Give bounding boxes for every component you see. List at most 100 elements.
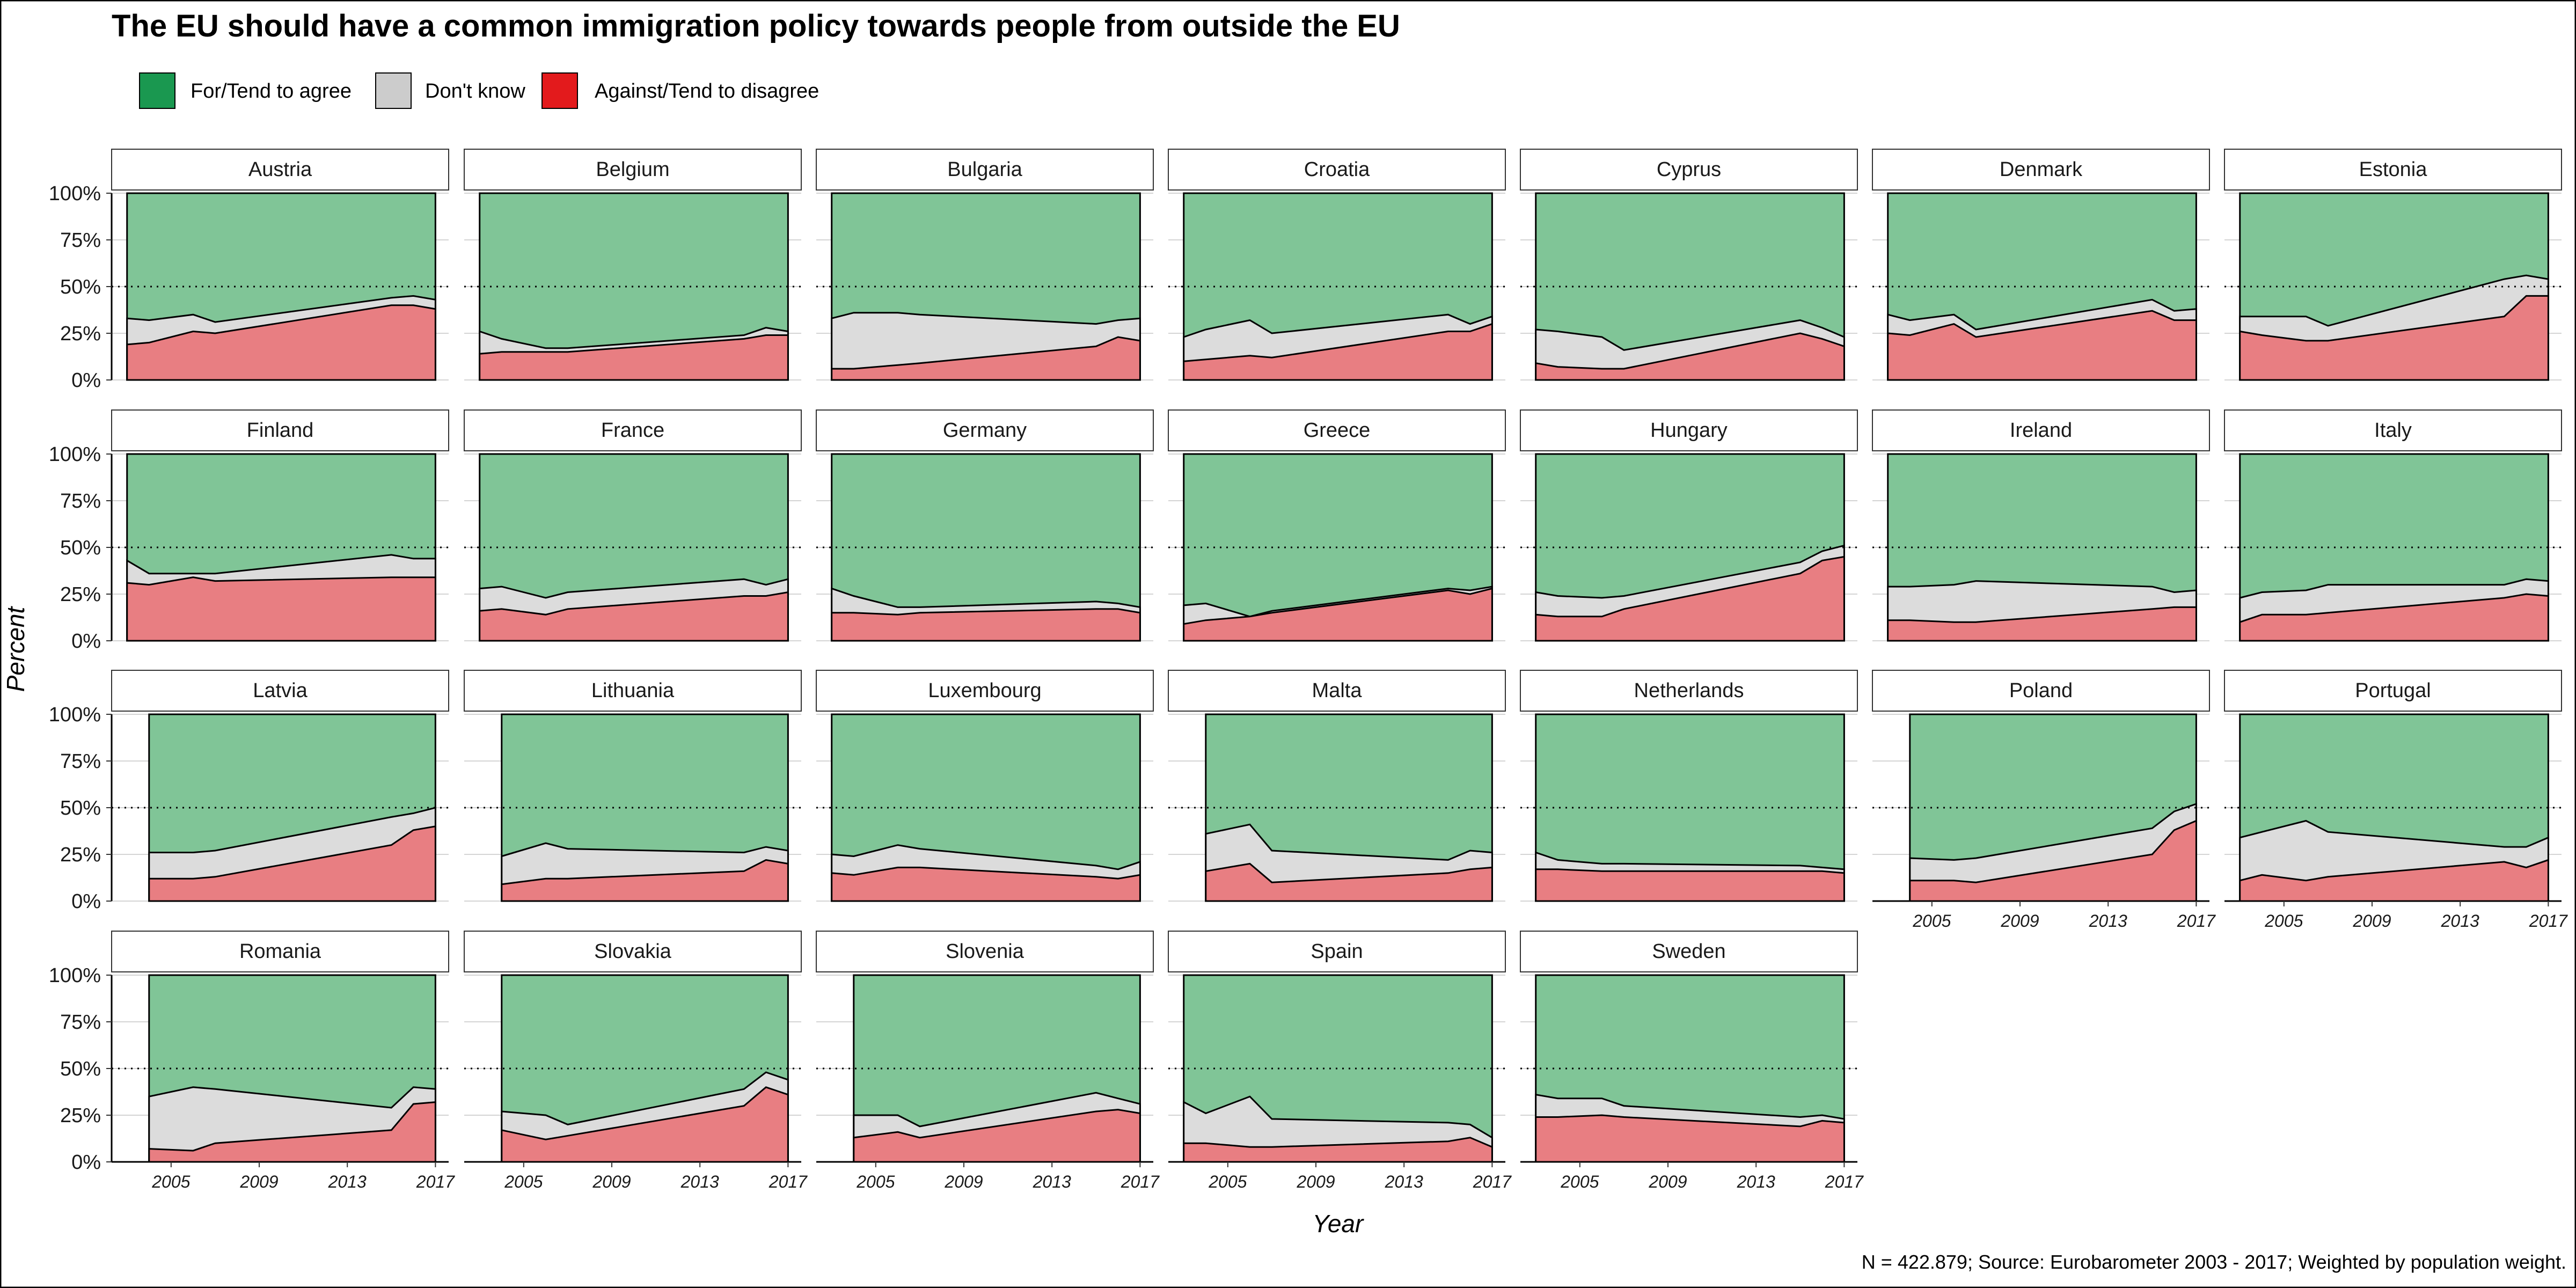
panel-greece: Greece: [1168, 409, 1506, 642]
area-disagree-greece: [1183, 587, 1493, 642]
area-disagree-bulgaria: [831, 336, 1141, 381]
strip-slovenia: [816, 931, 1154, 972]
x-tick-label: 2005: [504, 1172, 543, 1191]
panel-france: France: [464, 409, 802, 642]
y-tick-label: 75%: [60, 229, 101, 252]
strip-cyprus: [1520, 149, 1858, 191]
strip-label-belgium: Belgium: [596, 158, 669, 181]
y-tick-label: 50%: [60, 797, 101, 819]
strip-label-slovenia: Slovenia: [946, 940, 1024, 963]
area-disagree-hungary: [1535, 555, 1845, 642]
y-tick-label: 100%: [49, 182, 101, 205]
area-disagree-croatia: [1183, 323, 1493, 381]
x-tick-label: 2013: [1033, 1172, 1071, 1191]
strip-label-italy: Italy: [2374, 419, 2412, 442]
strip-malta: [1168, 670, 1506, 712]
area-disagree-belgium: [479, 334, 789, 381]
y-tick-label: 0%: [71, 1151, 101, 1174]
area-disagree-ireland: [1887, 606, 2197, 642]
panel-hungary: Hungary: [1520, 409, 1858, 642]
strip-estonia: [2224, 149, 2562, 191]
strip-label-portugal: Portugal: [2355, 679, 2431, 702]
panel-denmark: Denmark: [1872, 149, 2210, 381]
x-tick-label: 2013: [1385, 1172, 1423, 1191]
x-tick-label: 2017: [1825, 1172, 1864, 1191]
y-tick-label: 50%: [60, 276, 101, 298]
chart-title: The EU should have a common immigration …: [112, 9, 1400, 43]
strip-luxembourg: [816, 670, 1154, 712]
strip-denmark: [1872, 149, 2210, 191]
legend: For/Tend to agree Don't know Against/Tend …: [139, 72, 819, 109]
strip-label-ireland: Ireland: [2010, 419, 2072, 442]
y-tick-label: 75%: [60, 1011, 101, 1034]
x-tick-label: 2009: [1648, 1172, 1687, 1191]
y-tick-label: 50%: [60, 1058, 101, 1080]
strip-netherlands: [1520, 670, 1858, 712]
x-tick-label: 2013: [680, 1172, 719, 1191]
strip-sweden: [1520, 931, 1858, 972]
panel-spain: Spain 2005 2009 2013 2017: [1168, 931, 1512, 1191]
strip-france: [464, 409, 802, 451]
panel-bulgaria: Bulgaria: [816, 149, 1154, 381]
x-tick-label: 2017: [1473, 1172, 1512, 1191]
x-tick-label: 2005: [1560, 1172, 1599, 1191]
strip-label-bulgaria: Bulgaria: [947, 158, 1022, 181]
strip-slovakia: [464, 931, 802, 972]
y-tick-label: 75%: [60, 750, 101, 773]
legend-label-agree: For/Tend to agree: [191, 80, 352, 103]
strip-croatia: [1168, 149, 1506, 191]
y-tick-label: 0%: [71, 369, 101, 392]
area-disagree-estonia: [2239, 295, 2549, 381]
panel-estonia: Estonia: [2224, 149, 2562, 381]
strip-label-hungary: Hungary: [1650, 419, 1728, 442]
strip-label-estonia: Estonia: [2359, 158, 2428, 181]
strip-label-malta: Malta: [1312, 679, 1363, 702]
panel-malta: Malta: [1168, 670, 1506, 902]
y-tick-label: 100%: [49, 704, 101, 726]
strip-italy: [2224, 409, 2562, 451]
strip-label-france: France: [601, 419, 664, 442]
legend-label-dk: Don't know: [425, 80, 525, 103]
panel-portugal: Portugal 2005 2009 2013 2017: [2224, 670, 2568, 931]
x-tick-label: 2009: [592, 1172, 631, 1191]
strip-spain: [1168, 931, 1506, 972]
panel-latvia: Latvia 0% 25% 50% 75% 100%: [49, 670, 449, 913]
strip-finland: [111, 409, 449, 451]
strip-label-denmark: Denmark: [2000, 158, 2083, 181]
x-tick-label: 2013: [1737, 1172, 1775, 1191]
area-disagree-finland: [126, 576, 436, 642]
y-tick-label: 25%: [60, 323, 101, 345]
strip-germany: [816, 409, 1154, 451]
y-tick-label: 0%: [71, 630, 101, 653]
area-disagree-cyprus: [1535, 332, 1845, 381]
x-tick-label: 2017: [769, 1172, 808, 1191]
panel-germany: Germany: [816, 409, 1154, 642]
panel-netherlands: Netherlands: [1520, 670, 1858, 902]
y-tick-label: 25%: [60, 1104, 101, 1127]
legend-swatch-agree: [139, 72, 175, 109]
y-tick-label: 0%: [71, 890, 101, 913]
panels: Austria 0% 25% 50% 75% 100% Belgium Bulgaria Cro…: [49, 149, 2568, 1191]
x-tick-label: 2009: [2000, 911, 2039, 931]
area-disagree-france: [479, 591, 789, 642]
x-tick-label: 2017: [2529, 911, 2568, 931]
strip-label-greece: Greece: [1304, 419, 1371, 442]
x-tick-label: 2005: [151, 1172, 190, 1191]
x-tick-label: 2009: [239, 1172, 278, 1191]
area-disagree-netherlands: [1535, 868, 1845, 902]
area-disagree-latvia: [148, 825, 436, 902]
strip-romania: [111, 931, 449, 972]
strip-label-latvia: Latvia: [253, 679, 308, 702]
legend-swatch-dk: [375, 72, 412, 109]
strip-greece: [1168, 409, 1506, 451]
legend-label-disagree: Against/Tend to disagree: [595, 80, 819, 103]
strip-label-poland: Poland: [2009, 679, 2073, 702]
x-tick-label: 2009: [2352, 911, 2391, 931]
strip-label-romania: Romania: [239, 940, 321, 963]
area-disagree-luxembourg: [831, 866, 1141, 902]
x-tick-label: 2017: [2177, 911, 2216, 931]
y-tick-label: 100%: [49, 443, 101, 466]
x-tick-label: 2013: [2089, 911, 2127, 931]
y-tick-label: 75%: [60, 490, 101, 513]
